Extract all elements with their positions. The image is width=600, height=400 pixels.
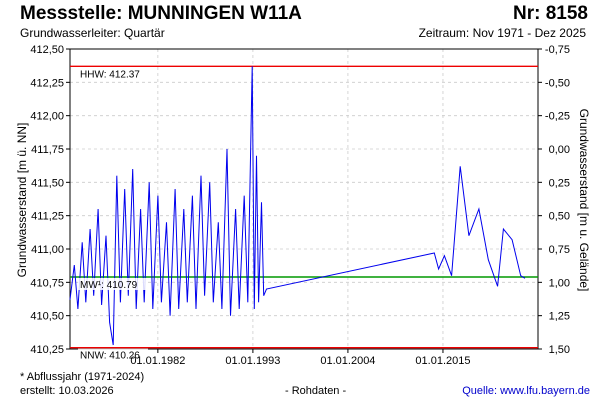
y-tick-label: 412,25	[30, 77, 64, 89]
reference-label-bg	[78, 278, 148, 290]
y2-tick-label: 0,25	[549, 177, 570, 189]
grid	[70, 49, 538, 349]
series-line	[69, 66, 526, 346]
footnote: * Abflussjahr (1971-2024)	[20, 371, 145, 383]
reference-label-bg	[78, 67, 148, 80]
y-tick-label: 410,50	[30, 311, 64, 323]
y-axis-left: 410,25 410,50 410,75 411,00 411,25 411,50 411,…	[30, 44, 70, 356]
y-axis-right: 1,50 1,25 1,00 0,75 0,50 0,25 0,00 -0,25 -0,50 -0…	[538, 44, 570, 356]
reference-label-bg	[78, 348, 148, 361]
y-tick-label: 412,00	[30, 111, 64, 123]
y-tick-label: 410,25	[30, 344, 64, 356]
y2-tick-label: -0,25	[545, 111, 570, 123]
y2-tick-label: 0,00	[549, 144, 570, 156]
y-tick-label: 411,50	[31, 177, 64, 189]
y2-tick-label: 1,25	[549, 311, 570, 323]
x-tick-label: 01.01.1993	[225, 355, 280, 367]
y2-tick-label: 1,00	[549, 277, 570, 289]
source-link[interactable]: Quelle: www.lfu.bayern.de	[462, 385, 590, 397]
aquifer-label: Grundwasserleiter: Quartär	[20, 26, 165, 40]
x-axis: 01.01.1982 01.01.1993 01.01.2004 01.01.2015	[130, 349, 470, 367]
y2-tick-label: 0,75	[549, 244, 570, 256]
y2-tick-label: -0,50	[545, 77, 570, 89]
reference-lines	[70, 65, 538, 349]
y2-tick-label: 0,50	[549, 211, 570, 223]
y2-axis-title: Grundwasserstand [m u. Gelände]	[577, 109, 591, 292]
chart-title: Messstelle: MUNNINGEN W11A	[20, 3, 302, 24]
y-tick-label: 412,50	[30, 44, 64, 56]
y-tick-label: 410,75	[30, 277, 64, 289]
y-tick-label: 411,75	[31, 144, 64, 156]
reference-label-mw: MW¹: 410.79	[80, 280, 138, 291]
y-tick-label: 411,00	[31, 244, 64, 256]
created-date: erstellt: 10.03.2026	[20, 385, 114, 397]
period-label: Zeitraum: Nov 1971 - Dez 2025	[418, 26, 586, 40]
reference-label-nnw: NNW: 410.26	[80, 351, 140, 362]
y-axis-title: Grundwasserstand [m ü. NN]	[15, 123, 29, 278]
reference-labels: HHW: 412.37 MW¹: 410.79 NNW: 410.26	[78, 67, 148, 362]
y2-tick-label: -0,75	[545, 44, 570, 56]
x-tick-label: 01.01.2015	[415, 355, 470, 367]
reference-label-hhw: HHW: 412.37	[80, 69, 140, 80]
raw-data-note: - Rohdaten -	[285, 385, 347, 397]
y2-tick-label: 1,50	[549, 344, 570, 356]
y-tick-label: 411,25	[31, 211, 64, 223]
station-number: Nr: 8158	[513, 3, 588, 24]
plot-frame	[69, 48, 539, 350]
x-tick-label: 01.01.1982	[130, 355, 185, 367]
x-tick-label: 01.01.2004	[320, 355, 375, 367]
